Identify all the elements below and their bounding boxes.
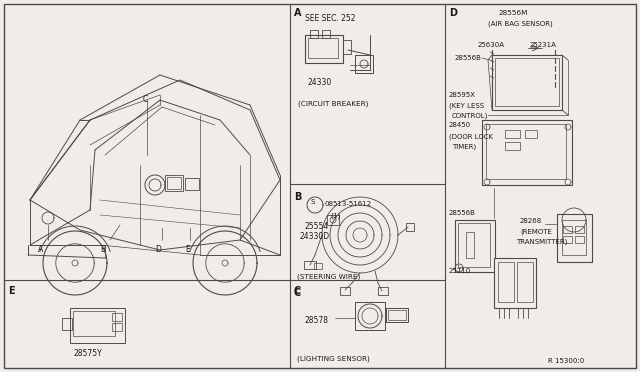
Bar [458,223,490,267]
Bar [562,220,586,255]
Bar [455,220,495,272]
Bar [322,30,330,38]
Text: (CIRCUIT BREAKER): (CIRCUIT BREAKER) [298,100,369,106]
Text: B: B [100,245,105,254]
Bar [112,323,122,331]
Text: C: C [294,288,301,298]
Text: (KEY LESS: (KEY LESS [449,102,484,109]
Bar [557,214,592,262]
Text: 25710: 25710 [449,268,471,274]
Bar [492,55,562,110]
Text: B: B [294,192,301,202]
Text: 24330: 24330 [308,78,332,87]
Bar [466,232,474,258]
Text: (AIR BAG SENSOR): (AIR BAG SENSOR) [488,20,553,26]
Text: 28556B: 28556B [449,210,476,216]
Text: S: S [311,199,316,205]
Polygon shape [30,80,280,250]
Bar [517,262,533,302]
Bar [494,258,536,308]
Text: 24330D: 24330D [300,232,330,241]
Text: C: C [294,286,301,296]
Text: 25231A: 25231A [530,42,557,48]
Bar [310,30,318,38]
Bar [70,308,125,343]
Bar [308,38,338,58]
Bar [343,40,351,54]
Text: CONTROL): CONTROL) [452,112,488,119]
Bar [165,175,183,191]
Text: (STEERING WIRE): (STEERING WIRE) [297,273,360,279]
Bar [185,178,199,190]
Bar [355,55,373,73]
Text: 28268: 28268 [520,218,542,224]
Bar [486,124,566,179]
Text: 25630A: 25630A [478,42,505,48]
Text: (REMOTE: (REMOTE [520,228,552,234]
Bar [482,120,572,185]
Text: (1): (1) [330,212,340,218]
Text: 28575Y: 28575Y [73,349,102,358]
Text: TIMER): TIMER) [452,143,476,150]
Text: D: D [155,245,161,254]
Bar [327,215,339,225]
Bar [505,130,520,138]
Bar [525,130,537,138]
Text: A: A [294,8,301,18]
Text: TRANSMITTER): TRANSMITTER) [516,238,568,244]
Bar [62,318,72,330]
Text: (DOOR LOCK: (DOOR LOCK [449,133,493,140]
Text: 28595X: 28595X [449,92,476,98]
Bar [355,302,385,330]
Bar [563,236,572,243]
Text: A: A [38,245,44,254]
Bar [73,311,115,336]
Bar [112,313,122,321]
Text: D: D [449,8,457,18]
Text: 28556M: 28556M [498,10,527,16]
Text: E: E [8,286,15,296]
Bar [340,287,350,295]
Text: SEE SEC. 252: SEE SEC. 252 [305,14,355,23]
Bar [388,310,406,320]
Bar [498,262,514,302]
Text: C: C [143,95,148,104]
Bar [378,287,388,295]
Bar [575,236,584,243]
Text: R 15300:0: R 15300:0 [548,358,584,364]
Bar [305,35,343,63]
Bar [575,226,584,233]
Bar [495,58,559,106]
Bar [505,142,520,150]
Bar [386,308,408,322]
Bar [304,261,316,269]
Text: 25554: 25554 [305,222,329,231]
Text: 08513-51612: 08513-51612 [325,201,372,207]
Bar [563,226,572,233]
Text: (LIGHTING SENSOR): (LIGHTING SENSOR) [297,356,370,362]
Text: 28450: 28450 [449,122,471,128]
Bar [314,263,322,269]
Bar [406,223,414,231]
Text: 28556B: 28556B [455,55,482,61]
Text: 28578: 28578 [305,316,329,325]
Text: E: E [185,245,189,254]
Bar [167,177,181,189]
